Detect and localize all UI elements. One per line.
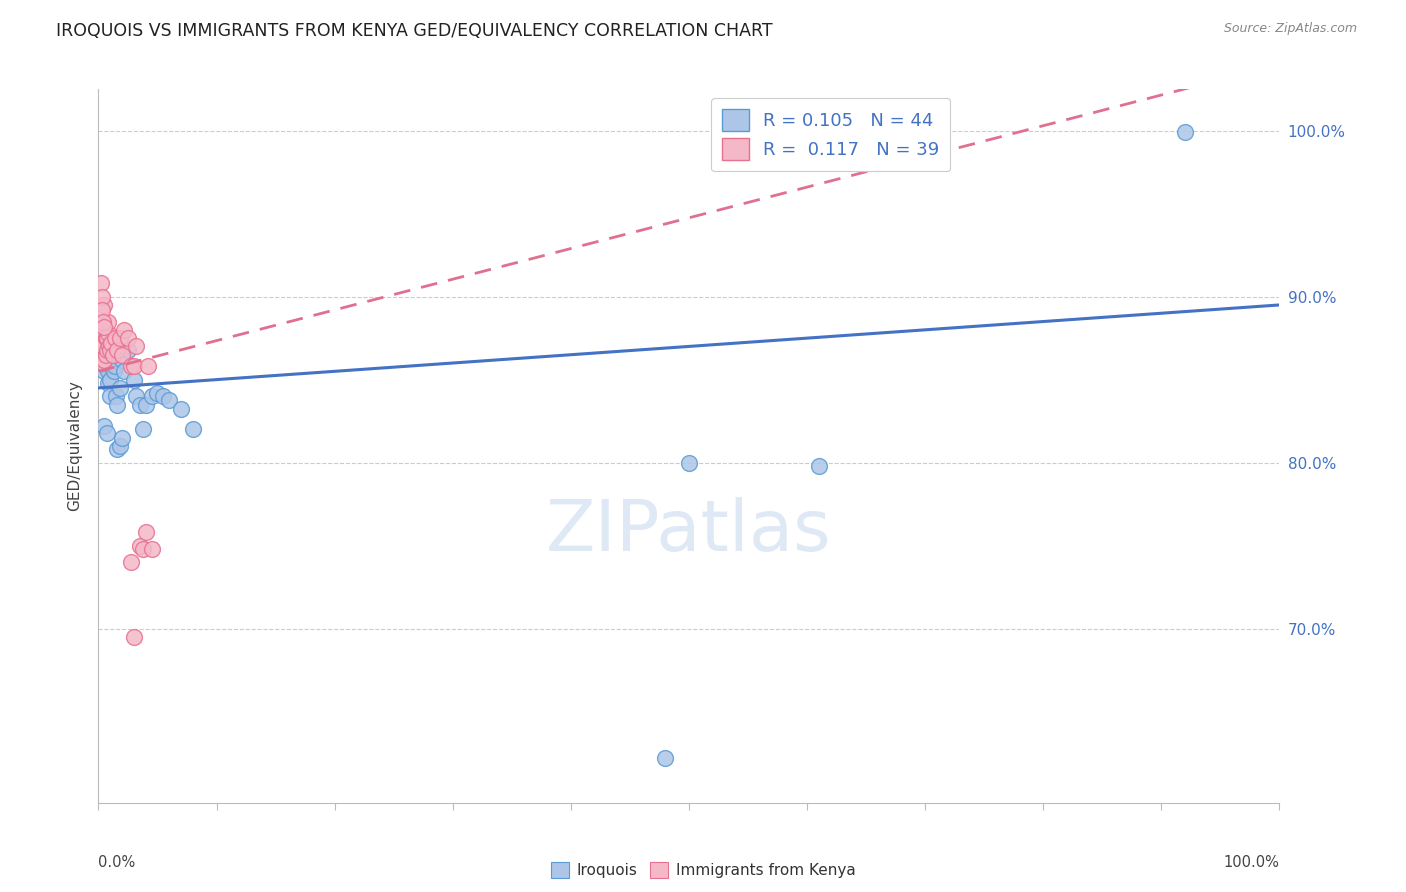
Point bbox=[108, 331, 131, 345]
Point bbox=[117, 343, 139, 357]
Text: 100.0%: 100.0% bbox=[1223, 855, 1279, 870]
Point bbox=[111, 431, 134, 445]
Point bbox=[90, 277, 112, 291]
Point bbox=[105, 343, 128, 357]
Point bbox=[98, 352, 121, 367]
Point bbox=[103, 364, 125, 378]
Point bbox=[91, 302, 114, 317]
Point bbox=[181, 422, 204, 436]
Point bbox=[96, 343, 118, 357]
Legend: R = 0.105   N = 44, R =  0.117   N = 39: R = 0.105 N = 44, R = 0.117 N = 39 bbox=[711, 98, 950, 171]
Point bbox=[94, 359, 117, 374]
Point bbox=[146, 385, 169, 400]
Point bbox=[94, 348, 117, 362]
Point bbox=[136, 359, 159, 374]
Point bbox=[108, 381, 131, 395]
Point bbox=[152, 389, 174, 403]
Point bbox=[96, 425, 118, 440]
Point bbox=[104, 359, 127, 374]
Point bbox=[170, 402, 193, 417]
Point bbox=[91, 352, 114, 367]
Point bbox=[678, 456, 700, 470]
Point bbox=[111, 348, 134, 362]
Point bbox=[122, 630, 145, 644]
Point bbox=[91, 329, 114, 343]
Point bbox=[93, 298, 115, 312]
Point bbox=[98, 389, 121, 403]
Point bbox=[98, 373, 121, 387]
Point bbox=[141, 541, 163, 556]
Point bbox=[90, 326, 112, 340]
Point bbox=[96, 331, 118, 345]
Point bbox=[132, 541, 155, 556]
Point bbox=[97, 326, 120, 340]
Point bbox=[112, 323, 135, 337]
Point bbox=[128, 539, 150, 553]
Point bbox=[91, 356, 114, 370]
Point bbox=[807, 458, 830, 473]
Point bbox=[96, 352, 118, 367]
Point bbox=[100, 348, 122, 362]
Point bbox=[91, 352, 114, 367]
Point bbox=[91, 314, 114, 328]
Point bbox=[91, 339, 114, 353]
Point bbox=[117, 331, 139, 345]
Point bbox=[654, 751, 676, 765]
Point bbox=[93, 364, 115, 378]
Point bbox=[93, 319, 115, 334]
Point bbox=[91, 336, 114, 351]
Point bbox=[93, 356, 115, 370]
Point bbox=[91, 290, 114, 304]
Point bbox=[100, 336, 122, 351]
Text: IROQUOIS VS IMMIGRANTS FROM KENYA GED/EQUIVALENCY CORRELATION CHART: IROQUOIS VS IMMIGRANTS FROM KENYA GED/EQ… bbox=[56, 22, 773, 40]
Point bbox=[135, 525, 157, 540]
Point bbox=[90, 343, 112, 357]
Point bbox=[91, 339, 114, 353]
Point bbox=[122, 359, 145, 374]
Point bbox=[1174, 125, 1197, 139]
Point bbox=[135, 397, 157, 411]
Point bbox=[104, 331, 127, 345]
Point bbox=[101, 348, 124, 362]
Point bbox=[111, 352, 134, 367]
Point bbox=[128, 397, 150, 411]
Text: ZIPatlas: ZIPatlas bbox=[546, 497, 832, 566]
Point bbox=[121, 359, 143, 374]
Point bbox=[141, 389, 163, 403]
Point bbox=[98, 343, 121, 357]
Point bbox=[101, 339, 124, 353]
Point bbox=[93, 352, 115, 367]
Point bbox=[98, 339, 121, 353]
Point bbox=[94, 348, 117, 362]
Y-axis label: GED/Equivalency: GED/Equivalency bbox=[67, 381, 83, 511]
Point bbox=[125, 339, 148, 353]
Point bbox=[108, 439, 131, 453]
Point bbox=[122, 373, 145, 387]
Point bbox=[121, 555, 143, 569]
Point bbox=[125, 389, 148, 403]
Point bbox=[97, 364, 120, 378]
Point bbox=[97, 314, 120, 328]
Point bbox=[97, 376, 120, 390]
Point bbox=[105, 442, 128, 457]
Text: Source: ZipAtlas.com: Source: ZipAtlas.com bbox=[1223, 22, 1357, 36]
Point bbox=[105, 389, 128, 403]
Point bbox=[157, 392, 180, 407]
Point bbox=[112, 364, 135, 378]
Point bbox=[100, 359, 122, 374]
Point bbox=[94, 331, 117, 345]
Point bbox=[132, 422, 155, 436]
Legend: Iroquois, Immigrants from Kenya: Iroquois, Immigrants from Kenya bbox=[544, 856, 862, 884]
Point bbox=[105, 397, 128, 411]
Text: 0.0%: 0.0% bbox=[98, 855, 135, 870]
Point bbox=[93, 419, 115, 434]
